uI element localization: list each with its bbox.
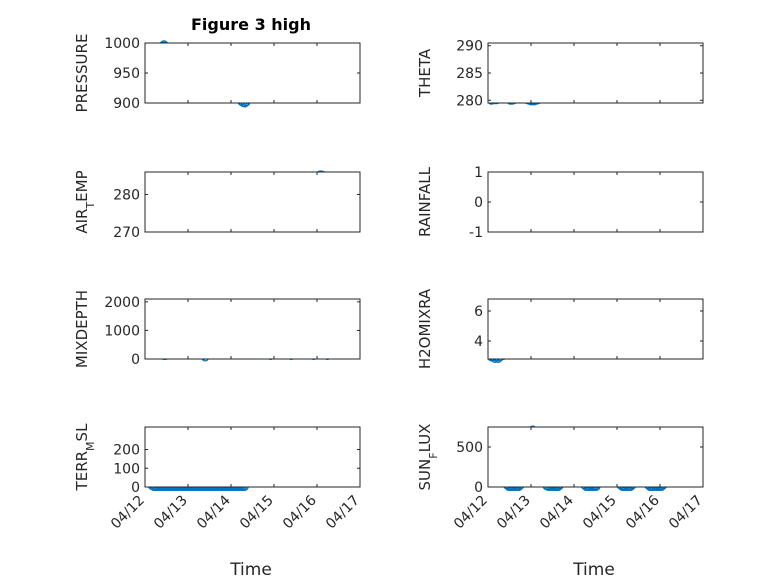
ylabel-part: TERR	[73, 451, 91, 492]
axes-frame	[144, 426, 361, 488]
y-tick-label: 280	[113, 188, 140, 204]
y-tick-label: 100	[113, 461, 140, 477]
axes-frame	[487, 298, 704, 360]
y-tick-label: 290	[456, 39, 483, 55]
axes-frame	[144, 298, 361, 360]
y-tick-label: 1000	[104, 323, 140, 339]
y-axis-label: SUNFLUX	[416, 424, 440, 491]
subplot-1: 900 950 1000 PRESSURE	[73, 34, 361, 113]
y-tick-label: 200	[113, 443, 140, 459]
axes-frame	[487, 426, 704, 488]
axes-frame	[144, 171, 361, 233]
y-tick-label: 500	[456, 440, 483, 456]
y-tick-label: 0	[131, 480, 140, 496]
y-tick-label: 900	[113, 96, 140, 112]
y-tick-label: 270	[113, 225, 140, 241]
y-tick-label: 1	[474, 165, 483, 181]
y-tick-label: 0	[474, 195, 483, 211]
y-tick-label: -1	[469, 225, 483, 241]
subplot-5: 0 1000 2000 MIXDEPTH	[73, 290, 361, 368]
y-tick-label: 4	[474, 334, 483, 350]
subplot-2: 280 285 290 THETA	[416, 39, 704, 109]
y-tick-label: 285	[456, 66, 483, 82]
axes-frame	[487, 171, 704, 233]
axes-frame	[144, 42, 361, 104]
x-axis-label-right: Time	[572, 560, 615, 580]
y-tick-label: 1000	[104, 36, 140, 52]
ylabel-part: LUX	[416, 424, 434, 453]
subplot-3: 270 280 AIRTEMP	[73, 170, 361, 241]
y-axis-label: RAINFALL	[416, 166, 434, 237]
y-tick-label: 0	[131, 352, 140, 368]
y-axis-label: THETA	[416, 48, 434, 98]
ylabel-part: M	[84, 441, 97, 451]
ylabel-part: F	[427, 452, 440, 458]
y-tick-label: 6	[474, 304, 483, 320]
y-axis-label: AIRTEMP	[73, 170, 97, 233]
y-tick-label: 2000	[104, 295, 140, 311]
ylabel-part: SUN	[416, 459, 434, 491]
y-tick-label: 0	[474, 480, 483, 496]
y-axis-label: MIXDEPTH	[73, 290, 91, 368]
figure-title: Figure 3 high	[191, 15, 311, 34]
axes-frame	[487, 42, 704, 104]
subplot-4: -1 0 1 RAINFALL	[416, 165, 704, 241]
y-tick-label: 950	[113, 66, 140, 82]
ylabel-part: AIR	[73, 209, 91, 234]
ylabel-part: EMP	[73, 170, 91, 201]
x-axis-label-left: Time	[229, 560, 272, 580]
y-axis-label: PRESSURE	[73, 34, 91, 113]
ylabel-part: SL	[73, 423, 91, 442]
y-axis-label: TERRMSL	[73, 423, 97, 492]
subplot-6: 4 6 H2OMIXRA	[416, 288, 704, 369]
y-tick-label: 280	[456, 93, 483, 109]
ylabel-part: T	[84, 202, 97, 210]
y-axis-label: H2OMIXRA	[416, 288, 434, 369]
